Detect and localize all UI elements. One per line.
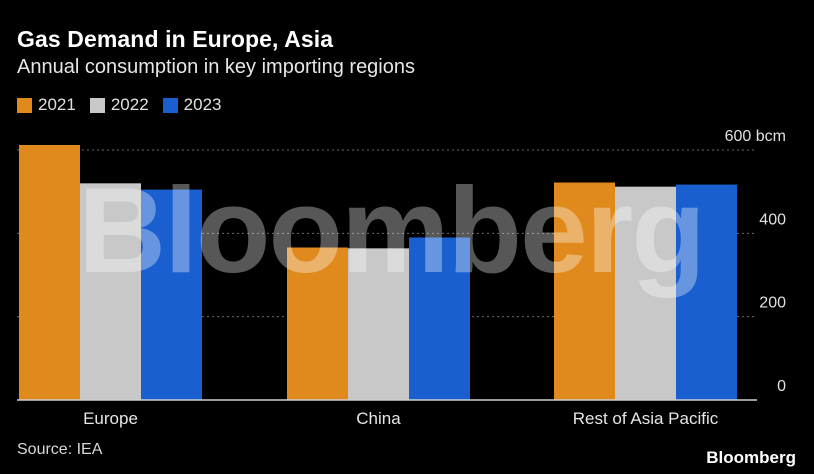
bar-rest-of-asia-pacific-2022 [615,186,676,400]
y-tick-label-600: 600 bcm [725,128,786,145]
chart-title: Gas Demand in Europe, Asia [17,26,334,52]
legend-swatch-2022 [89,97,105,113]
legend: 2021 2022 2023 [17,95,221,115]
y-tick-label-200: 200 [759,295,786,312]
legend-label-2023: 2023 [183,95,222,114]
bar-europe-2022 [80,183,141,400]
legend-item-2022: 2022 [89,95,149,115]
legend-label-2022: 2022 [110,95,149,114]
legend-item-2023: 2023 [162,95,222,115]
chart-subtitle: Annual consumption in key importing regi… [17,56,415,78]
bar-europe-2023 [141,189,202,400]
bloomberg-logo: Bloomberg [706,448,796,467]
bar-rest-of-asia-pacific-2023 [676,184,737,400]
bar-china-2021 [287,247,348,400]
bar-china-2022 [348,248,409,400]
legend-item-2021: 2021 [17,95,76,115]
x-tick-label-europe: Europe [83,409,138,428]
bar-europe-2021 [19,145,80,400]
source-note: Source: IEA [17,441,103,458]
x-tick-label-china: China [356,409,401,428]
legend-swatch-2023 [162,97,178,113]
bar-rest-of-asia-pacific-2021 [554,182,615,400]
y-tick-label-0: 0 [777,378,786,395]
y-tick-label-400: 400 [759,211,786,228]
x-tick-label-rest-of-asia-pacific: Rest of Asia Pacific [573,409,719,428]
bar-china-2023 [409,237,470,400]
legend-label-2021: 2021 [38,95,76,114]
legend-swatch-2021 [17,97,32,113]
